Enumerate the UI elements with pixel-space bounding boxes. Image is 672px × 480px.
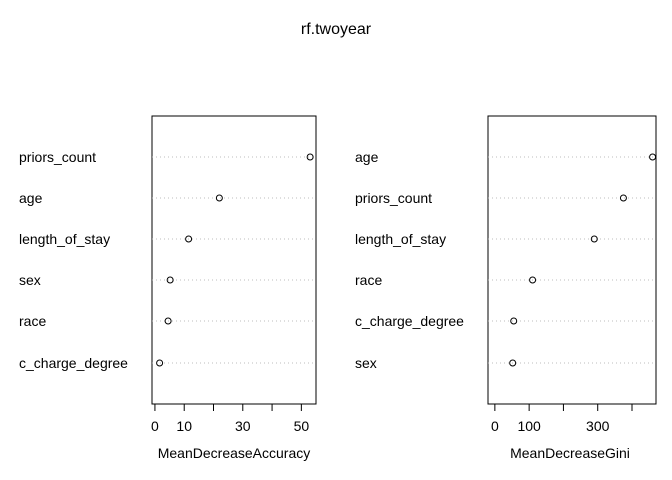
row-label: c_charge_degree: [355, 313, 464, 329]
row-label: c_charge_degree: [19, 355, 128, 371]
row-label: race: [355, 272, 382, 288]
x-axis-label: MeanDecreaseGini: [510, 445, 630, 461]
x-tick-label: 50: [294, 418, 310, 434]
data-point: [509, 359, 517, 367]
data-points: [156, 153, 314, 367]
row-label: length_of_stay: [19, 231, 110, 247]
plot-frame: [151, 115, 317, 405]
x-tick-label: 0: [151, 418, 159, 434]
row-label: sex: [355, 355, 377, 371]
data-point: [649, 153, 657, 161]
row-label: priors_count: [19, 149, 96, 165]
row-label: age: [19, 190, 43, 206]
x-axis-label: MeanDecreaseAccuracy: [158, 445, 311, 461]
data-point: [156, 359, 164, 367]
figure-title: rf.twoyear: [301, 21, 372, 38]
x-tick-label: 10: [176, 418, 192, 434]
x-axis: 0 10 30 50: [151, 403, 310, 434]
plot-frame: [487, 115, 657, 405]
row-label: sex: [19, 272, 41, 288]
data-point: [185, 235, 193, 243]
x-axis: 0 100 300: [491, 403, 633, 434]
data-point: [166, 276, 174, 284]
grid-lines: [488, 156, 656, 364]
data-point: [510, 317, 518, 325]
row-label: priors_count: [355, 190, 432, 206]
row-label: race: [19, 313, 46, 329]
data-point: [164, 317, 172, 325]
data-point: [529, 276, 537, 284]
row-label: age: [355, 149, 379, 165]
x-tick-label: 0: [491, 418, 499, 434]
data-point: [590, 235, 598, 243]
row-label: length_of_stay: [355, 231, 446, 247]
data-point: [215, 194, 223, 202]
data-points: [509, 153, 657, 367]
grid-lines: [152, 156, 316, 364]
data-point: [306, 153, 314, 161]
x-tick-label: 30: [235, 418, 251, 434]
data-point: [619, 194, 627, 202]
x-tick-label: 300: [586, 418, 610, 434]
x-tick-label: 100: [517, 418, 541, 434]
